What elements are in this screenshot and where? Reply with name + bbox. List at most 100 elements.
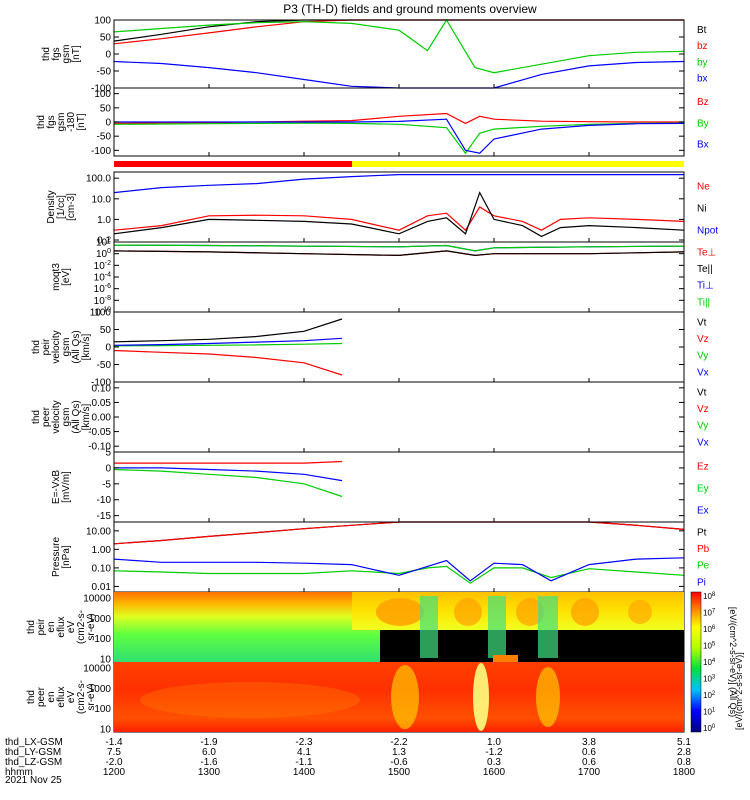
y-axis-label: [nPa]: [61, 545, 72, 569]
y-tick-label: 100.0: [86, 174, 111, 185]
y-tick-label: 10-2: [94, 260, 111, 272]
y-tick-label: 10-4: [94, 272, 111, 284]
y-tick-label: 0.05: [92, 398, 112, 409]
panel-8: 10.00 1.00 0.10 0.01 Pressure [nPa] Pt Pb Pe Pi: [51, 521, 710, 593]
y-axis-label: (All Qs): [71, 330, 82, 363]
legend-item: Ti||: [697, 297, 710, 308]
date-label: 2021 Nov 25: [5, 775, 62, 786]
y-tick-label: 10000: [83, 594, 111, 605]
y-axis-label: E=-VxB: [51, 470, 62, 505]
y-tick-label: -15: [97, 511, 112, 522]
legend-item: Vz: [697, 334, 709, 345]
colorbar-tick: 104: [703, 658, 716, 667]
series-5-Vx: [113, 337, 343, 346]
legend-item: Vx: [697, 437, 709, 448]
footer-value: 3.8: [582, 737, 596, 748]
footer-value: -2.0: [105, 757, 123, 768]
series-3-Npot: [113, 174, 684, 194]
footer-value: -1.4: [105, 737, 123, 748]
footer-value: 0.3: [487, 757, 501, 768]
panel-3: 100.0 10.0 1.0 0.1 Density [1/cc] [cm-3] Ne Ni Np…: [46, 171, 718, 247]
panel-6: 0.10 0.05 0.00 -0.05 -0.10 thd peer velocity gsm…: [31, 381, 709, 453]
y-tick-label: 100: [94, 308, 111, 319]
colorbar-tick: 107: [703, 609, 716, 618]
footer-value: 1600: [483, 767, 506, 778]
series-5-Vy: [113, 342, 343, 347]
y-tick-label: 5: [105, 448, 111, 459]
y-tick-label: 10.0: [92, 194, 112, 205]
legend-item: bz: [697, 41, 708, 52]
y-tick-label: -5: [102, 479, 111, 490]
y-axis-label: sr-eV): [86, 613, 97, 640]
series-8-Pb: [113, 521, 685, 545]
legend-item: Ex: [697, 505, 709, 516]
legend-item: Ey: [697, 483, 709, 494]
footer-value: 1400: [293, 767, 316, 778]
panel-frame: [113, 171, 685, 243]
y-tick-label: 100: [94, 634, 111, 645]
footer-value: -1.1: [295, 757, 313, 768]
y-tick-label: 10000: [83, 664, 111, 675]
legend-item: by: [697, 57, 708, 68]
y-axis-label: [eV]: [61, 268, 72, 286]
y-axis-label: gsm: [61, 338, 72, 357]
y-tick-label: -50: [97, 360, 112, 371]
series-7-Ey: [113, 468, 343, 498]
footer-value: -2.2: [390, 737, 408, 748]
y-axis-label: thd: [31, 340, 42, 354]
y-tick-label: 0.10: [92, 563, 112, 574]
footer-row-label: hhmm: [5, 767, 33, 778]
y-tick-label: -50: [97, 67, 112, 78]
y-tick-label: 0: [105, 463, 111, 474]
panel-5: 100 50 0 -50 -100 thd peir velocity gsm (All Qs)[…: [31, 308, 709, 389]
y-axis-label: gsm: [61, 45, 72, 64]
footer-value: 2.8: [677, 747, 691, 758]
y-tick-label: -50: [97, 132, 112, 143]
y-tick-label: 0: [105, 118, 111, 129]
y-axis-label: en: [46, 691, 57, 702]
legend-item: Ne: [697, 182, 710, 193]
y-axis-label: Density: [46, 190, 57, 223]
footer-axis: thd_LX-GSM -1.4 -1.9 -2.3 -2.2 1.0 3.8 5.1 thd_L…: [5, 737, 696, 778]
legend-item: Bz: [697, 97, 709, 108]
legend-item: Vx: [697, 367, 709, 378]
legend-item: Pb: [697, 544, 710, 555]
y-tick-label: 50: [100, 33, 112, 44]
footer-value: 0.6: [582, 757, 596, 768]
y-tick-label: 10-6: [94, 283, 111, 295]
legend-item: Vt: [697, 387, 707, 398]
y-axis-label: fgs: [46, 115, 57, 128]
legend-item: By: [697, 118, 709, 129]
y-tick-label: 1.0: [97, 215, 111, 226]
y-axis-label: velocity: [51, 330, 62, 363]
legend-item: Ti⊥: [697, 281, 714, 292]
colorbar-tick: 108: [703, 592, 716, 601]
legend-item: Npot: [697, 225, 718, 236]
y-tick-label: 0.1: [97, 236, 111, 247]
y-axis-label: [cm-3]: [66, 193, 77, 221]
colorbar-tick: 103: [703, 675, 716, 684]
y-tick-label: 0.00: [92, 413, 112, 424]
y-axis-label: thd: [26, 690, 37, 704]
legend-item: Te⊥: [697, 247, 716, 258]
y-tick-label: 100: [96, 248, 111, 260]
y-axis-label: peir: [41, 338, 52, 355]
y-tick-label: 1000: [89, 614, 112, 625]
footer-value: 1300: [198, 767, 221, 778]
footer-row-label: thd_LY-GSM: [5, 747, 61, 758]
y-tick-label: -100: [91, 146, 111, 157]
y-axis-label: en: [46, 621, 57, 632]
y-tick-label: 10-8: [94, 295, 111, 307]
y-tick-label: 0.01: [92, 582, 112, 593]
y-axis-label: thd: [36, 115, 47, 129]
y-axis-label: thd: [31, 410, 42, 424]
y-axis-label: [km/s]: [81, 403, 92, 430]
footer-value: 5.1: [677, 737, 691, 748]
footer-value: 1.3: [392, 747, 406, 758]
legend-item: Bt: [697, 25, 707, 36]
series-3-Ne: [113, 206, 685, 232]
plot-title: P3 (TH-D) fields and ground moments over…: [283, 2, 537, 16]
panel-2: 100 50 0 -50 -100 thd fgs gsm -180 [nT] Bz By Bx: [36, 87, 709, 157]
footer-value: 0.8: [677, 757, 691, 768]
